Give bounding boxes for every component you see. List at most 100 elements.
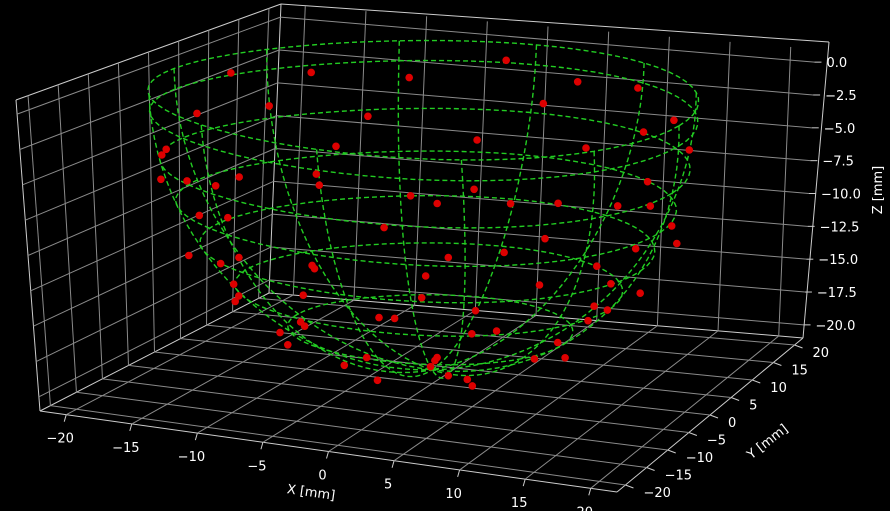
y-tick-label: −10 [686, 451, 713, 466]
y-tick-label: −5 [707, 434, 726, 449]
data-point [224, 213, 232, 222]
meridian-line [200, 124, 433, 374]
data-point [590, 302, 598, 311]
grid-lines [16, 6, 815, 489]
data-point [265, 102, 274, 110]
y-grid-line [50, 405, 626, 486]
data-point [667, 222, 676, 230]
data-point [158, 151, 166, 159]
data-point [405, 73, 414, 82]
z-grid-line [16, 16, 281, 115]
data-point [185, 251, 193, 260]
data-point [433, 353, 441, 362]
z-tick-label: −10.0 [821, 188, 861, 203]
data-point [500, 248, 508, 257]
y-axis-label: Y [mm] [744, 422, 791, 464]
data-point [332, 142, 340, 151]
data-point [444, 253, 453, 262]
y-tick-mark [752, 379, 761, 384]
data-point [364, 112, 372, 121]
y-tick-label: 10 [770, 381, 787, 396]
y-grid-line [206, 324, 753, 381]
data-points [157, 56, 694, 390]
meridian-line [148, 95, 433, 371]
data-point [216, 259, 225, 268]
z-tick-label: −7.5 [822, 155, 854, 170]
z-grid-line [33, 213, 273, 327]
z-grid-line [269, 279, 804, 326]
data-point [670, 116, 678, 125]
data-point [613, 202, 622, 210]
data-point [492, 327, 501, 335]
data-point [553, 338, 562, 347]
x-tick-label: −20 [46, 432, 73, 447]
z-tick-label: −5.0 [824, 122, 856, 137]
meridian-line [431, 159, 466, 379]
data-point [235, 292, 243, 300]
data-point [229, 280, 238, 289]
z-grid-line [25, 115, 277, 221]
x-tick-mark [391, 460, 395, 468]
z-grid-line [27, 148, 276, 256]
z-grid-line [38, 279, 270, 398]
data-point [607, 280, 615, 288]
data-point [362, 353, 371, 362]
data-point [390, 314, 399, 323]
data-point [468, 382, 477, 390]
data-point [673, 239, 681, 248]
data-point [473, 136, 481, 144]
y-tick-label: −20 [644, 486, 671, 501]
x-tick-label: −5 [247, 459, 266, 474]
x-tick-label: 5 [384, 478, 392, 493]
data-point [193, 109, 201, 118]
data-point [631, 244, 640, 253]
z-grid-line [30, 180, 274, 292]
meridian-line [315, 149, 433, 378]
data-point [307, 68, 316, 77]
data-point [406, 192, 415, 200]
data-point [315, 181, 324, 189]
x-tick-mark [194, 432, 198, 441]
x-tick-label: −10 [178, 450, 205, 465]
y-tick-mark [773, 362, 782, 366]
z-tick-label: −17.5 [817, 286, 857, 301]
y-grid-line [232, 311, 774, 363]
meridian-line [431, 92, 697, 371]
data-point [375, 313, 383, 322]
data-point [561, 354, 569, 362]
meridian-line [173, 68, 433, 371]
y-tick-mark [688, 432, 698, 436]
y-grid-line [76, 391, 647, 468]
y-tick-mark [667, 449, 676, 454]
y-grid-line [102, 378, 668, 451]
z-grid-line [280, 16, 815, 63]
data-point [646, 202, 655, 210]
data-point [417, 294, 426, 302]
data-point [636, 289, 644, 298]
z-tick-label: −2.5 [825, 89, 857, 104]
y-tick-mark [625, 484, 634, 489]
y-tick-label: 15 [791, 364, 808, 379]
y-grid-line [128, 364, 689, 433]
data-point [157, 175, 165, 184]
data-point [299, 291, 308, 300]
data-point [426, 362, 435, 371]
z-tick-label: −15.0 [818, 253, 858, 268]
y-tick-label: 5 [749, 399, 757, 414]
y-tick-label: 0 [728, 416, 736, 431]
x-tick-label: 10 [445, 487, 462, 502]
y-grid-line [180, 338, 732, 398]
data-point [582, 144, 590, 152]
y-tick-label: −15 [665, 469, 692, 484]
data-point [502, 56, 511, 65]
meridian-line [266, 49, 433, 371]
z-grid-line [276, 115, 811, 162]
data-point [603, 306, 612, 314]
z-axis-label: Z [mm] [871, 166, 886, 215]
z-grid-line [273, 180, 808, 227]
data-point [539, 99, 548, 108]
data-point [183, 177, 191, 185]
x-axis-label: X [mm] [286, 482, 336, 504]
data-point [276, 328, 284, 337]
z-grid-line [22, 82, 278, 186]
